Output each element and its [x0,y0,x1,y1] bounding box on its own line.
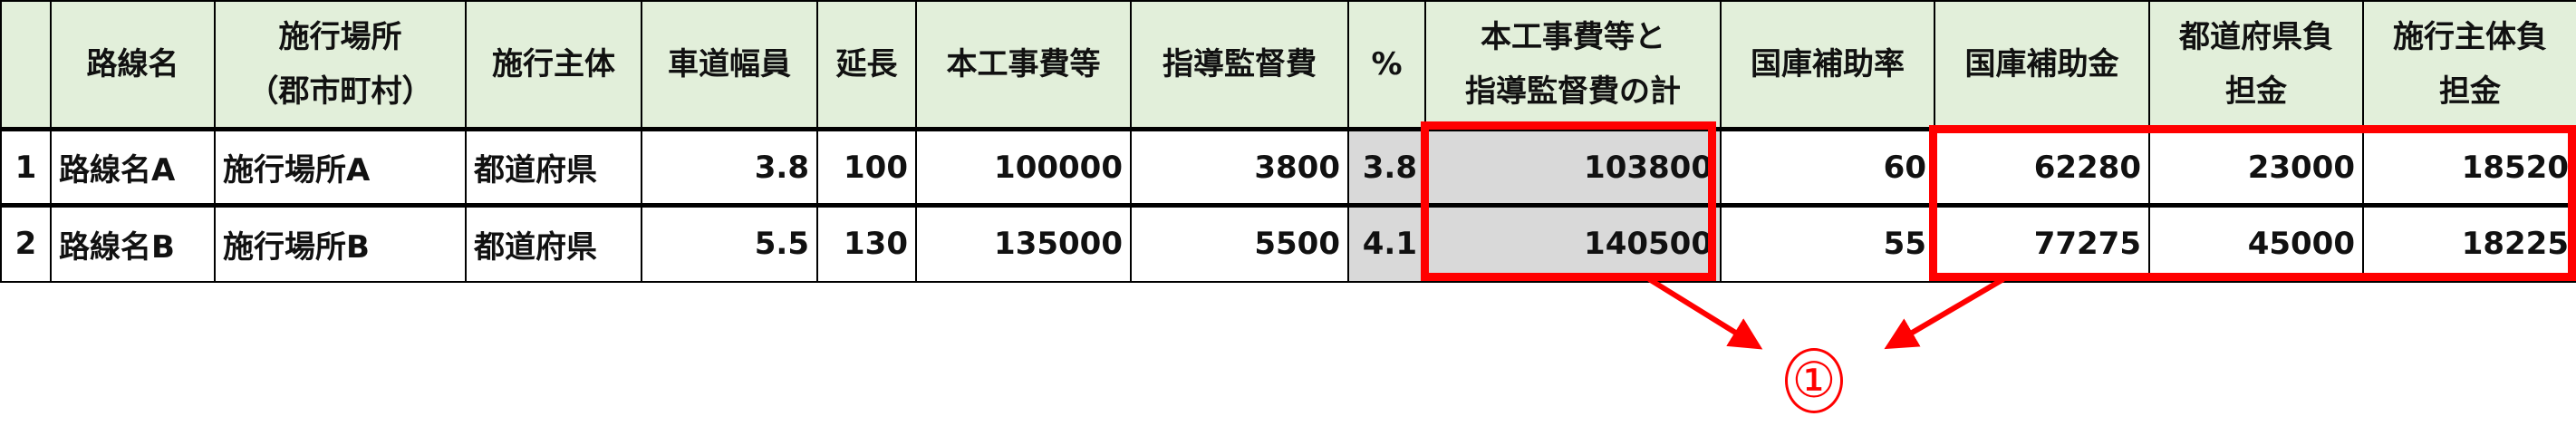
header-location: 施行場所 （郡市町村） [214,0,467,131]
cell-row-index: 1 [0,128,52,207]
header-percent: % [1347,0,1426,131]
header-line: 本工事費等と [1481,19,1665,55]
header-executor-share: 施行主体負 担金 [2362,0,2576,131]
cell-subsidy-rate: 55 [1720,204,1935,283]
header-total: 本工事費等と 指導監督費の計 [1424,0,1722,131]
header-road-width: 車道幅員 [641,0,818,131]
header-subsidy: 国庫補助金 [1934,0,2150,131]
cell-supervision-cost: 3800 [1130,128,1349,207]
header-line: 都道府県負 [2179,19,2333,55]
cell-location: 施行場所B [214,204,467,283]
annotation-marker: ① [1785,348,1843,413]
cell-location: 施行場所A [214,128,467,207]
highlight-box-total [1421,121,1716,281]
cell-subsidy-amount: 62280 [1934,128,2150,207]
header-index [0,0,52,131]
cell-construction-cost: 135000 [915,204,1132,283]
cell-total-cost: 140500 [1424,204,1722,283]
cell-road-width: 3.8 [641,128,818,207]
arrow-left [1647,276,1763,350]
cell-row-index: 2 [0,204,52,283]
header-length: 延長 [816,0,917,131]
cell-road-width: 5.5 [641,204,818,283]
cell-prefecture-share: 45000 [2148,204,2364,283]
cell-percent: 3.8 [1347,128,1426,207]
table-row: 1 路線名A 施行場所A 都道府県 3.8 100 100000 3800 3.8 103800 6… [0,128,2576,207]
header-executor: 施行主体 [465,0,642,131]
header-subsidy-rate: 国庫補助率 [1720,0,1935,131]
cell-route-name: 路線名B [50,204,216,283]
header-line: （郡市町村） [247,73,433,110]
cell-executor-share: 18520 [2362,128,2576,207]
header-supervision-cost: 指導監督費 [1130,0,1349,131]
cell-executor: 都道府県 [465,204,642,283]
cell-total-cost: 103800 [1424,128,1722,207]
cell-executor: 都道府県 [465,128,642,207]
table-row: 2 路線名B 施行場所B 都道府県 5.5 130 135000 5500 4.1 140500 5… [0,204,2576,283]
highlight-box-shares [1929,125,2576,281]
cell-executor-share: 18225 [2362,204,2576,283]
header-route-name: 路線名 [50,0,216,131]
cell-route-name: 路線名A [50,128,216,207]
header-line: 指導監督費の計 [1465,73,1681,110]
header-line: 担金 [2439,73,2501,110]
header-line: 施行場所 [278,19,402,55]
header-prefecture-share: 都道府県負 担金 [2148,0,2364,131]
cell-subsidy-rate: 60 [1720,128,1935,207]
cell-length: 130 [816,204,917,283]
cell-prefecture-share: 23000 [2148,128,2364,207]
header-line: 担金 [2225,73,2287,110]
cell-subsidy-amount: 77275 [1934,204,2150,283]
header-construction-cost: 本工事費等 [915,0,1132,131]
arrow-right [1884,276,2005,350]
cell-construction-cost: 100000 [915,128,1132,207]
cell-length: 100 [816,128,917,207]
header-row: 路線名 施行場所 （郡市町村） 施行主体 車道幅員 延長 本工事費等 指導監督費 … [0,0,2576,131]
cell-supervision-cost: 5500 [1130,204,1349,283]
cost-table: 路線名 施行場所 （郡市町村） 施行主体 車道幅員 延長 本工事費等 指導監督費 … [0,0,2576,283]
header-line: 施行主体負 [2393,19,2547,55]
